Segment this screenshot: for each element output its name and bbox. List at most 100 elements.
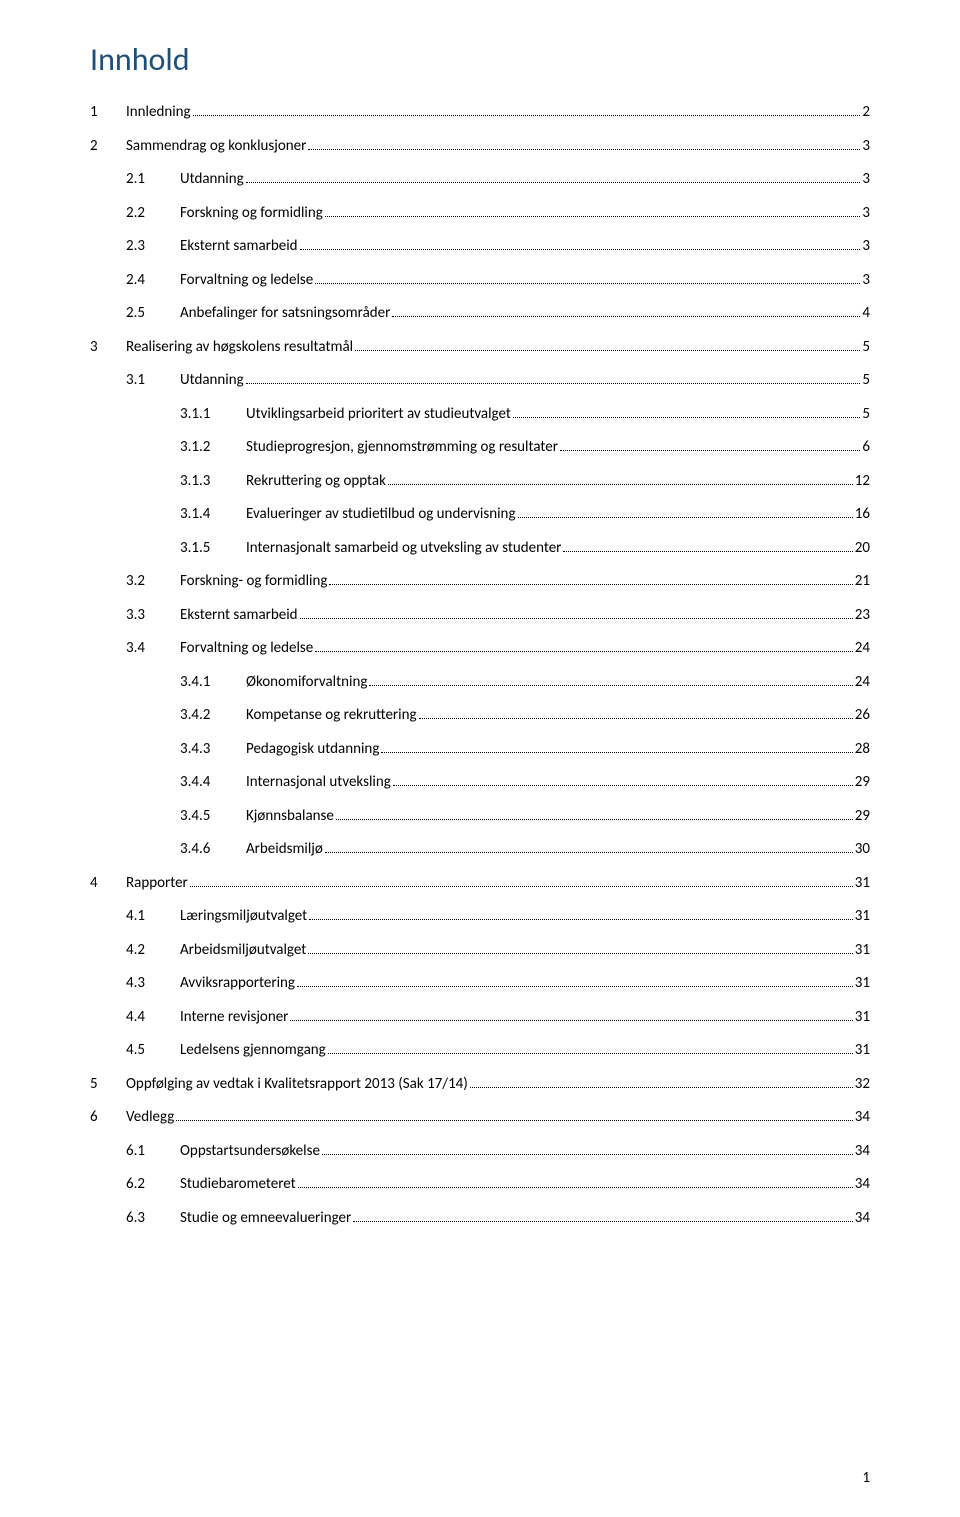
toc-entry[interactable]: 4.5Ledelsens gjennomgang 31 — [90, 1041, 870, 1061]
toc-entry-page: 34 — [855, 1175, 870, 1195]
toc-entry[interactable]: 3.3Eksternt samarbeid 23 — [90, 606, 870, 626]
toc-entry-label: Internasjonal utveksling — [246, 773, 391, 793]
toc-entry-page: 28 — [855, 740, 870, 760]
toc-entry-number: 3.4.3 — [180, 740, 246, 760]
toc-entry-page: 5 — [862, 405, 870, 425]
toc-entry-number: 3.4.6 — [180, 840, 246, 860]
toc-entry-number: 5 — [90, 1075, 126, 1095]
toc-leader-dots — [381, 752, 852, 753]
toc-entry[interactable]: 3.4Forvaltning og ledelse 24 — [90, 639, 870, 659]
toc-entry[interactable]: 2.5Anbefalinger for satsningsområder 4 — [90, 304, 870, 324]
toc-entry-number: 3 — [90, 338, 126, 358]
toc-entry[interactable]: 3.1.2Studieprogresjon, gjennomstrømming … — [90, 438, 870, 458]
toc-leader-dots — [328, 1053, 853, 1054]
toc-entry-label: Forskning- og formidling — [180, 572, 327, 592]
toc-leader-dots — [329, 584, 852, 585]
toc-entry[interactable]: 5Oppfølging av vedtak i Kvalitetsrapport… — [90, 1075, 870, 1095]
toc-entry[interactable]: 3.1.1Utviklingsarbeid prioritert av stud… — [90, 405, 870, 425]
toc-entry-label: Kompetanse og rekruttering — [246, 706, 417, 726]
toc-leader-dots — [297, 986, 853, 987]
toc-entry[interactable]: 2.3Eksternt samarbeid 3 — [90, 237, 870, 257]
toc-entry-number: 2.2 — [126, 204, 180, 224]
toc-entry-number: 3.4.5 — [180, 807, 246, 827]
toc-leader-dots — [300, 249, 861, 250]
toc-entry-label: Studieprogresjon, gjennomstrømming og re… — [246, 438, 558, 458]
page-number: 1 — [862, 1469, 870, 1487]
toc-entry[interactable]: 3.1.5Internasjonalt samarbeid og utveksl… — [90, 539, 870, 559]
toc-entry-number: 3.2 — [126, 572, 180, 592]
toc-entry-label: Rekruttering og opptak — [246, 472, 386, 492]
toc-entry-page: 31 — [855, 1008, 870, 1028]
toc-entry[interactable]: 2.1Utdanning 3 — [90, 170, 870, 190]
toc-entry-page: 3 — [862, 170, 870, 190]
toc-entry[interactable]: 4Rapporter 31 — [90, 874, 870, 894]
toc-entry-number: 3.1.3 — [180, 472, 246, 492]
toc-entry-label: Studiebarometeret — [180, 1175, 296, 1195]
toc-entry-page: 2 — [862, 103, 870, 123]
toc-entry-label: Utdanning — [180, 170, 244, 190]
toc-entry[interactable]: 6.2Studiebarometeret 34 — [90, 1175, 870, 1195]
toc-entry-page: 20 — [855, 539, 870, 559]
toc-leader-dots — [353, 1221, 853, 1222]
toc-entry[interactable]: 3.1.3Rekruttering og opptak 12 — [90, 472, 870, 492]
toc-entry[interactable]: 3.4.5Kjønnsbalanse 29 — [90, 807, 870, 827]
toc-entry[interactable]: 6.3Studie og emneevalueringer 34 — [90, 1209, 870, 1229]
toc-entry[interactable]: 6Vedlegg 34 — [90, 1108, 870, 1128]
toc-entry-label: Studie og emneevalueringer — [180, 1209, 351, 1229]
toc-entry-number: 3.1.1 — [180, 405, 246, 425]
toc-entry-page: 5 — [862, 371, 870, 391]
toc-entry[interactable]: 3.4.4Internasjonal utveksling 29 — [90, 773, 870, 793]
toc-entry-label: Økonomiforvaltning — [246, 673, 367, 693]
toc-entry-number: 4.3 — [126, 974, 180, 994]
toc-entry-label: Avviksrapportering — [180, 974, 295, 994]
toc-entry[interactable]: 2.2Forskning og formidling 3 — [90, 204, 870, 224]
toc-entry-number: 2.4 — [126, 271, 180, 291]
toc-entry[interactable]: 1Innledning 2 — [90, 103, 870, 123]
toc-leader-dots — [315, 283, 860, 284]
toc-entry-page: 26 — [855, 706, 870, 726]
toc-entry[interactable]: 4.2Arbeidsmiljøutvalget 31 — [90, 941, 870, 961]
toc-entry-number: 6 — [90, 1108, 126, 1128]
toc-entry-page: 34 — [855, 1209, 870, 1229]
toc-entry-number: 4.1 — [126, 907, 180, 927]
toc-leader-dots — [193, 115, 861, 116]
toc-entry-label: Interne revisjoner — [180, 1008, 288, 1028]
toc-entry-label: Oppfølging av vedtak i Kvalitetsrapport … — [126, 1075, 468, 1095]
toc-entry[interactable]: 4.3Avviksrapportering 31 — [90, 974, 870, 994]
toc-entry-label: Innledning — [126, 103, 191, 123]
toc-entry-number: 2.3 — [126, 237, 180, 257]
toc-entry[interactable]: 6.1Oppstartsundersøkelse 34 — [90, 1142, 870, 1162]
toc-leader-dots — [470, 1087, 853, 1088]
toc-entry-label: Forvaltning og ledelse — [180, 639, 313, 659]
toc-entry[interactable]: 3Realisering av høgskolens resultatmål 5 — [90, 338, 870, 358]
toc-leader-dots — [392, 316, 860, 317]
toc-entry[interactable]: 3.4.2Kompetanse og rekruttering 26 — [90, 706, 870, 726]
toc-entry-number: 4.5 — [126, 1041, 180, 1061]
toc-entry-page: 16 — [855, 505, 870, 525]
toc-entry[interactable]: 4.1Læringsmiljøutvalget 31 — [90, 907, 870, 927]
toc-leader-dots — [298, 1187, 853, 1188]
toc-entry[interactable]: 2.4Forvaltning og ledelse 3 — [90, 271, 870, 291]
page-title: Innhold — [90, 40, 870, 79]
toc-entry[interactable]: 3.1.4Evalueringer av studietilbud og und… — [90, 505, 870, 525]
toc-leader-dots — [176, 1120, 853, 1121]
toc-leader-dots — [246, 182, 861, 183]
toc-entry-page: 34 — [855, 1142, 870, 1162]
toc-entry-label: Sammendrag og konklusjoner — [126, 137, 306, 157]
toc-entry[interactable]: 3.4.1Økonomiforvaltning 24 — [90, 673, 870, 693]
toc-entry-label: Kjønnsbalanse — [246, 807, 334, 827]
toc-entry-page: 6 — [862, 438, 870, 458]
toc-entry[interactable]: 3.4.3Pedagogisk utdanning 28 — [90, 740, 870, 760]
toc-entry[interactable]: 2Sammendrag og konklusjoner 3 — [90, 137, 870, 157]
toc-entry-page: 31 — [855, 974, 870, 994]
toc-entry[interactable]: 3.1Utdanning 5 — [90, 371, 870, 391]
toc-leader-dots — [190, 886, 853, 887]
toc-entry-page: 5 — [862, 338, 870, 358]
toc-entry-label: Forvaltning og ledelse — [180, 271, 313, 291]
toc-entry[interactable]: 3.2Forskning- og formidling 21 — [90, 572, 870, 592]
toc-leader-dots — [518, 517, 853, 518]
toc-entry-number: 1 — [90, 103, 126, 123]
toc-entry[interactable]: 3.4.6Arbeidsmiljø 30 — [90, 840, 870, 860]
toc-entry[interactable]: 4.4Interne revisjoner 31 — [90, 1008, 870, 1028]
toc-entry-page: 3 — [862, 237, 870, 257]
